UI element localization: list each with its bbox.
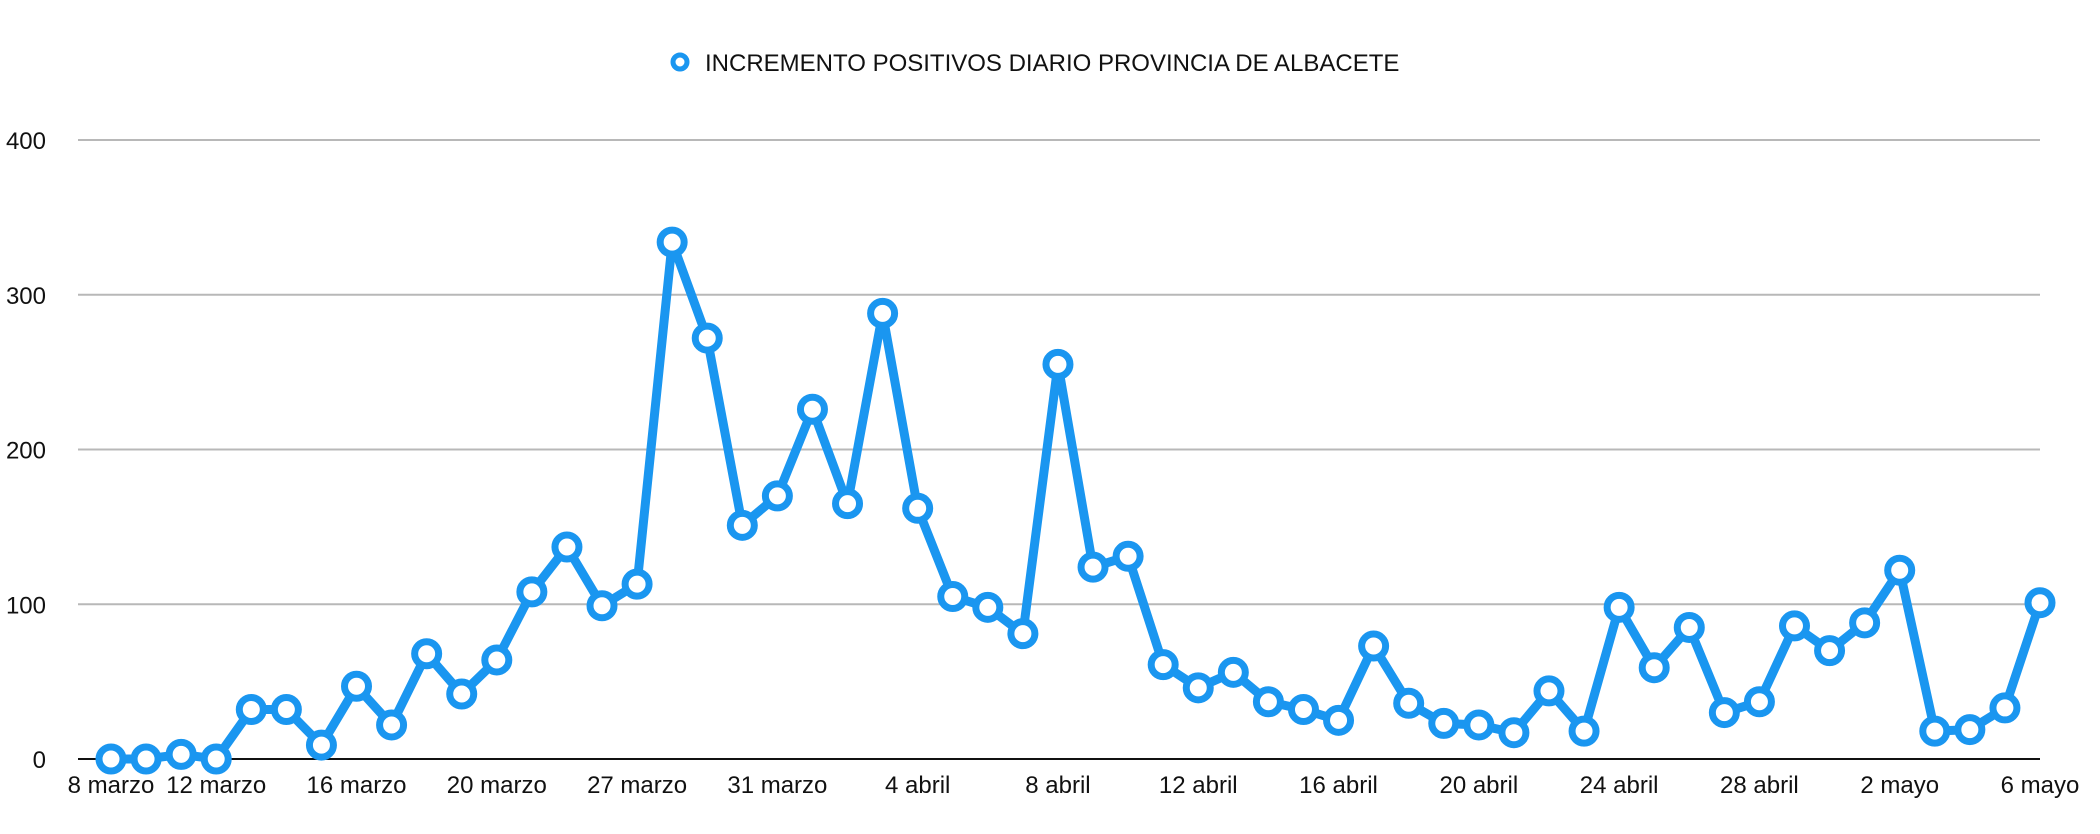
y-axis-ticks: 0 100 200 300 400 [6, 128, 46, 774]
data-point [305, 729, 337, 761]
data-point [1217, 656, 1249, 688]
y-tick-label: 200 [6, 438, 46, 465]
data-point [1849, 607, 1881, 639]
data-point [867, 297, 899, 329]
data-point [95, 743, 127, 775]
data-point [656, 226, 688, 258]
x-tick-label: 6 mayo [2001, 772, 2080, 799]
legend: INCREMENTO POSITIVOS DIARIO PROVINCIA DE… [670, 50, 1399, 77]
data-point [1323, 704, 1355, 736]
y-tick-label: 100 [6, 592, 46, 619]
grid [78, 139, 2040, 760]
y-tick-label: 400 [6, 128, 46, 155]
x-tick-label: 8 marzo [68, 772, 155, 799]
data-point [1252, 686, 1284, 718]
data-point [411, 638, 443, 670]
data-point [902, 492, 934, 524]
data-point [1042, 348, 1074, 380]
data-point [130, 743, 162, 775]
data-point [1568, 715, 1600, 747]
data-point [1077, 551, 1109, 583]
data-point [1884, 554, 1916, 586]
data-point [691, 322, 723, 354]
data-point [937, 581, 969, 613]
series-line-group [95, 226, 2056, 775]
data-point [165, 738, 197, 770]
data-point [1989, 692, 2021, 724]
data-point [1358, 630, 1390, 662]
legend-label: INCREMENTO POSITIVOS DIARIO PROVINCIA DE… [705, 50, 1399, 77]
data-point [1463, 709, 1495, 741]
series-line [106, 237, 2045, 764]
x-tick-label: 4 abril [885, 772, 950, 799]
data-point [481, 644, 513, 676]
x-tick-label: 2 mayo [1860, 772, 1939, 799]
y-tick-label: 300 [6, 283, 46, 310]
data-point [1743, 686, 1775, 718]
data-point [516, 576, 548, 608]
data-point [200, 743, 232, 775]
data-point [2024, 587, 2056, 619]
data-point [1814, 635, 1846, 667]
data-point [726, 509, 758, 541]
data-point [1182, 672, 1214, 704]
x-tick-label: 28 abril [1720, 772, 1799, 799]
data-point [341, 670, 373, 702]
x-tick-label: 12 marzo [166, 772, 266, 799]
data-point [1638, 652, 1670, 684]
x-tick-label: 24 abril [1580, 772, 1659, 799]
data-point [1007, 618, 1039, 650]
x-tick-label: 31 marzo [727, 772, 827, 799]
data-point [446, 678, 478, 710]
data-point [1147, 649, 1179, 681]
data-point [1533, 675, 1565, 707]
data-point [832, 488, 864, 520]
x-tick-label: 16 abril [1299, 772, 1378, 799]
data-point [1287, 693, 1319, 725]
data-point [1919, 715, 1951, 747]
x-tick-label: 27 marzo [587, 772, 687, 799]
data-point [270, 693, 302, 725]
x-axis-ticks: 8 marzo 12 marzo 16 marzo 20 marzo 27 marzo 3… [68, 772, 2080, 799]
data-point [796, 393, 828, 425]
legend-marker [670, 52, 690, 72]
data-point [235, 693, 267, 725]
data-point [551, 531, 583, 563]
x-tick-label: 12 abril [1159, 772, 1238, 799]
data-point [1498, 717, 1530, 749]
x-tick-label: 20 marzo [447, 772, 547, 799]
data-point [972, 591, 1004, 623]
data-point [1708, 697, 1740, 729]
x-tick-label: 8 abril [1025, 772, 1090, 799]
data-point [1393, 687, 1425, 719]
data-point [586, 590, 618, 622]
data-point [1603, 591, 1635, 623]
y-tick-label: 0 [33, 747, 46, 774]
x-tick-label: 20 abril [1439, 772, 1518, 799]
data-point [1778, 610, 1810, 642]
data-point [1428, 707, 1460, 739]
data-point [1954, 714, 1986, 746]
data-point [1673, 611, 1705, 643]
data-point [761, 480, 793, 512]
data-point [376, 709, 408, 741]
data-point [1112, 540, 1144, 572]
x-tick-label: 16 marzo [306, 772, 406, 799]
data-point [621, 568, 653, 600]
